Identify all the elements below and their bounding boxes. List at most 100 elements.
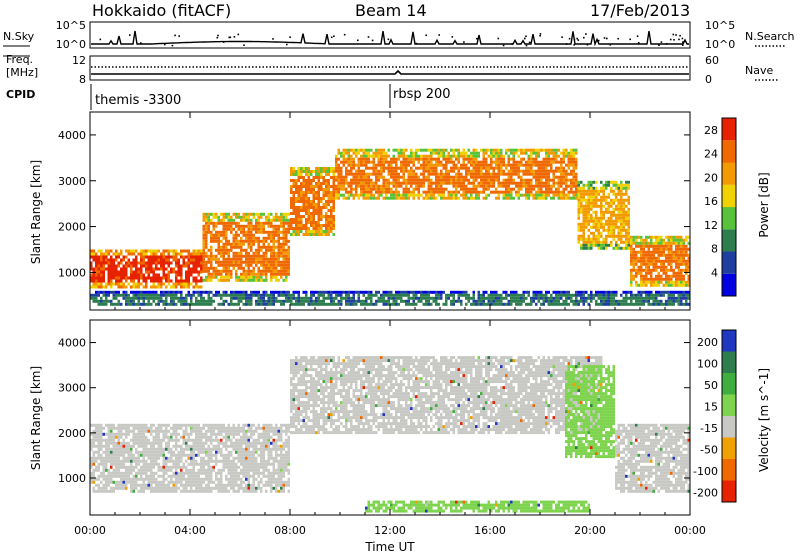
scatter-cell — [175, 293, 178, 297]
scatter-cell — [125, 285, 128, 289]
scatter-cell — [612, 210, 615, 214]
scatter-cell — [357, 293, 360, 297]
scatter-cell — [197, 302, 200, 306]
scatter-cell — [322, 197, 325, 200]
scatter-cell — [562, 160, 565, 164]
scatter-cell — [132, 279, 135, 283]
scatter-cell — [592, 296, 595, 300]
scatter-cell — [297, 188, 300, 191]
scatter-cell — [142, 483, 145, 487]
scatter-cell — [687, 268, 690, 272]
scatter-cell — [315, 302, 318, 306]
scatter-cell — [337, 184, 340, 188]
scatter-cell — [590, 192, 593, 196]
scatter-cell — [422, 175, 425, 179]
scatter-cell — [377, 160, 380, 164]
scatter-cell — [287, 227, 290, 231]
scatter-cell — [265, 248, 268, 252]
scatter-cell — [285, 254, 288, 258]
scatter-cell — [625, 210, 628, 214]
scatter-cell — [97, 270, 100, 274]
scatter-cell — [280, 230, 283, 234]
scatter-cell — [452, 299, 455, 303]
scatter-cell — [587, 240, 590, 244]
scatter-cell — [485, 166, 488, 170]
scatter-cell — [637, 293, 640, 297]
scatter-cell — [300, 209, 303, 212]
scatter-cell — [535, 302, 538, 306]
scatter-cell — [532, 148, 535, 152]
scatter-cell — [510, 296, 513, 300]
scatter-cell — [92, 474, 95, 478]
scatter-cell — [505, 166, 508, 170]
scatter-cell — [130, 438, 133, 442]
scatter-cell — [465, 296, 468, 300]
scatter-cell — [260, 248, 263, 252]
scatter-cell — [540, 166, 543, 170]
scatter-cell — [440, 169, 443, 173]
scatter-cell — [125, 432, 128, 436]
scatter-cell — [250, 248, 253, 252]
scatter-cell — [582, 299, 585, 303]
scatter-cell — [135, 290, 138, 294]
scatter-cell — [130, 279, 133, 283]
scatter-cell — [567, 178, 570, 182]
scatter-cell — [312, 191, 315, 194]
scatter-cell — [420, 181, 423, 185]
scatter-cell — [270, 260, 273, 264]
scatter-cell — [122, 426, 125, 430]
scatter-cell — [452, 154, 455, 158]
scatter-cell — [627, 234, 630, 238]
n-search-dot — [629, 38, 631, 41]
scatter-cell — [645, 293, 648, 297]
scatter-cell — [292, 230, 295, 233]
scatter-cell — [377, 172, 380, 176]
scatter-cell — [360, 160, 363, 164]
scatter-cell — [202, 269, 205, 273]
scatter-cell — [537, 299, 540, 303]
scatter-cell — [437, 302, 440, 306]
scatter-cell — [392, 299, 395, 303]
scatter-cell — [107, 429, 110, 433]
scatter-cell — [645, 299, 648, 303]
scatter-cell — [257, 215, 260, 219]
scatter-cell — [500, 172, 503, 176]
scatter-cell — [420, 290, 423, 294]
scatter-cell — [115, 441, 118, 445]
scatter-cell — [142, 477, 145, 481]
scatter-cell — [452, 196, 455, 200]
scatter-cell — [517, 293, 520, 297]
scatter-cell — [100, 429, 103, 433]
scatter-cell — [105, 285, 108, 289]
scatter-cell — [415, 302, 418, 306]
scatter-cell — [667, 268, 670, 272]
scatter-cell — [245, 302, 248, 306]
scatter-cell — [442, 302, 445, 306]
scatter-cell — [535, 184, 538, 188]
scatter-cell — [407, 193, 410, 197]
scatter-cell — [387, 296, 390, 300]
scatter-cell — [335, 157, 338, 161]
scatter-cell — [657, 253, 660, 257]
scatter-cell — [362, 184, 365, 188]
scatter-cell — [640, 253, 643, 257]
scatter-cell — [257, 272, 260, 276]
scatter-cell — [107, 459, 110, 463]
scatter-cell — [510, 293, 513, 297]
scatter-cell — [187, 285, 190, 289]
scatter-cell — [152, 255, 155, 259]
scatter-cell — [92, 293, 95, 297]
scatter-cell — [537, 154, 540, 158]
scatter-cell — [117, 456, 120, 460]
scatter-cell — [340, 178, 343, 182]
scatter-cell — [380, 154, 383, 158]
scatter-cell — [612, 299, 615, 303]
scatter-cell — [262, 221, 265, 225]
scatter-cell — [425, 166, 428, 170]
scatter-cell — [115, 462, 118, 466]
scatter-cell — [585, 246, 588, 250]
scatter-cell — [487, 163, 490, 167]
scatter-cell — [245, 212, 248, 216]
cpid-panel: CPID themis -3300 rbsp 200 — [6, 84, 451, 110]
